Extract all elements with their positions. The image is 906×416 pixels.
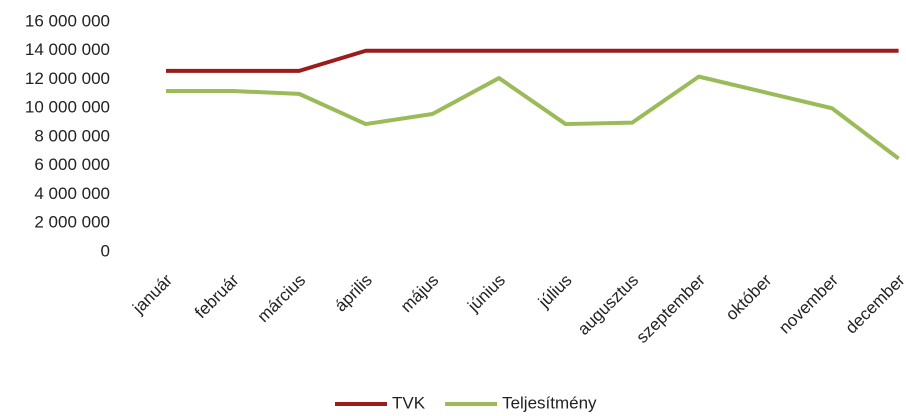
y-tick-label: 8 000 000	[34, 126, 110, 145]
x-tick-label: április	[331, 271, 376, 316]
legend-label: Teljesítmény	[502, 393, 597, 412]
x-tick-label: november	[775, 270, 842, 337]
series-line	[166, 74, 900, 161]
y-tick-label: 6 000 000	[34, 155, 110, 174]
x-tick-label: augusztus	[574, 271, 642, 339]
x-tick-label: szeptember	[633, 270, 709, 346]
x-tick-label: január	[128, 270, 176, 318]
y-tick-label: 12 000 000	[25, 69, 110, 88]
y-tick-label: 0	[101, 241, 110, 260]
x-tick-label: október	[722, 270, 776, 324]
x-tick-label: december	[842, 270, 906, 337]
x-tick-label: június	[463, 271, 509, 317]
x-tick-label: február	[191, 270, 243, 322]
y-tick-label: 10 000 000	[25, 98, 110, 117]
y-tick-label: 14 000 000	[25, 40, 110, 59]
y-tick-label: 4 000 000	[34, 184, 110, 203]
x-tick-label: március	[254, 271, 310, 327]
y-tick-label: 2 000 000	[34, 213, 110, 232]
y-tick-label: 16 000 000	[25, 11, 110, 30]
x-tick-label: május	[397, 271, 443, 317]
series-line	[166, 48, 899, 73]
x-tick-label: július	[534, 271, 576, 313]
legend-label: TVK	[392, 393, 426, 412]
